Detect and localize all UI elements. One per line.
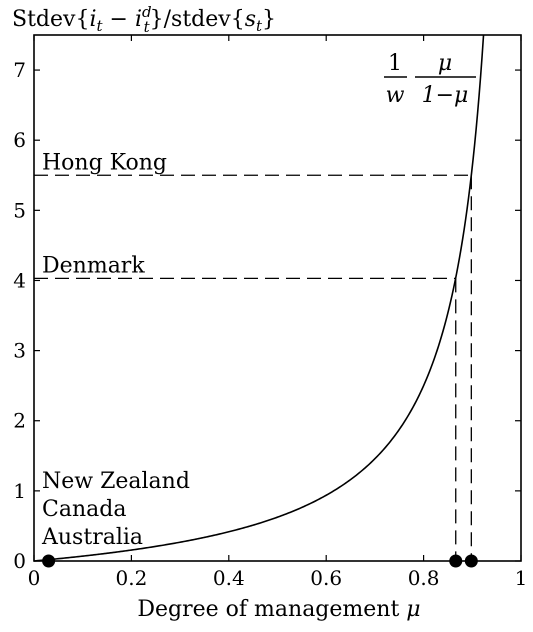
data-point (449, 554, 463, 568)
reference-label: Hong Kong (42, 150, 167, 175)
formula-den1: w (386, 83, 405, 108)
reference-label: Denmark (42, 253, 145, 278)
x-tick-label: 0.6 (310, 566, 342, 590)
y-tick-label: 7 (13, 58, 26, 82)
y-tick-label: 0 (13, 549, 26, 573)
ticks: 0 0.2 0.4 0.6 0.8 1 0 1 2 3 4 5 6 7 (13, 35, 527, 590)
x-tick-label: 0.2 (115, 566, 147, 590)
x-tick-label: 0.4 (213, 566, 245, 590)
y-tick-label: 6 (13, 128, 26, 152)
data-point (42, 554, 56, 568)
points (42, 554, 478, 568)
label-new-zealand: New Zealand (42, 469, 190, 494)
label-canada: Canada (42, 497, 126, 522)
formula-num1: 1 (388, 51, 402, 76)
y-tick-label: 1 (13, 479, 26, 503)
formula-annotation: 1 w μ 1−μ (384, 51, 476, 108)
y-tick-label: 3 (13, 339, 26, 363)
label-australia: Australia (41, 525, 143, 550)
y-tick-label: 2 (13, 409, 26, 433)
x-tick-label: 0 (28, 566, 41, 590)
y-axis-label: Stdev{it − id t}/stdev{st} (12, 3, 276, 36)
plot-frame (33, 34, 522, 562)
x-tick-label: 1 (515, 566, 528, 590)
data-point (464, 554, 478, 568)
x-tick-label: 0.8 (408, 566, 440, 590)
y-tick-label: 5 (13, 198, 26, 222)
x-axis-label: Degree of management μ (137, 597, 420, 622)
formula-num2: μ (438, 51, 452, 76)
point-group-labels: New Zealand Canada Australia (41, 469, 190, 550)
y-tick-label: 4 (13, 268, 26, 292)
curve-line (33, 34, 485, 562)
reference-lines: Hong Kong Denmark (34, 150, 472, 561)
formula-den2: 1−μ (422, 83, 469, 108)
